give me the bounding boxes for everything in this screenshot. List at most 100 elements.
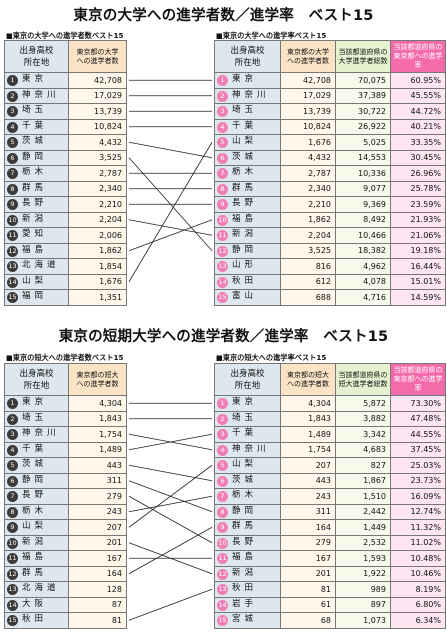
count-cell: 279 bbox=[68, 488, 127, 505]
rate-cell: 45.55% bbox=[390, 87, 446, 104]
rank-badge: 10 bbox=[217, 537, 228, 549]
table-row: 9 長野 2,210 bbox=[4, 196, 127, 213]
rank-badge: 2 bbox=[217, 413, 228, 425]
count-cell: 1,862 bbox=[68, 242, 127, 259]
rate-cell: 6.80% bbox=[390, 596, 446, 613]
count-cell: 612 bbox=[280, 273, 336, 290]
table-row: 13 北海道 1,854 bbox=[4, 258, 127, 275]
rank-badge: 5 bbox=[217, 460, 228, 471]
pref-cell: 10 新潟 bbox=[4, 534, 69, 551]
count-cell: 42,708 bbox=[68, 72, 127, 89]
pref-name: 山梨 bbox=[232, 459, 258, 469]
pref-name: 栃木 bbox=[232, 490, 258, 500]
rank-badge: 15 bbox=[217, 292, 228, 303]
pref-name: 千葉 bbox=[22, 443, 48, 454]
count-cell: 2,006 bbox=[68, 227, 127, 244]
rank-badge: 14 bbox=[7, 599, 18, 611]
table-row: 2 神奈川 17,029 bbox=[4, 87, 127, 104]
pref-name: 群馬 bbox=[232, 182, 258, 193]
total-cell: 1,593 bbox=[335, 550, 391, 567]
header-pref-text: 出身高校 所在地 bbox=[230, 45, 265, 68]
pref-cell: 2 埼玉 bbox=[4, 410, 69, 427]
pref-cell: 1 東京 bbox=[4, 395, 69, 412]
pref-name: 栃木 bbox=[232, 167, 258, 177]
header-pref-text: 出身高校 所在地 bbox=[19, 368, 54, 391]
table-row: 7 栃木 2,787 10,336 26.96% bbox=[214, 165, 446, 182]
pref-name: 静岡 bbox=[232, 505, 258, 516]
count-cell: 2,787 bbox=[68, 165, 127, 182]
rank-badge: 14 bbox=[217, 599, 228, 611]
count-cell: 167 bbox=[280, 550, 336, 567]
rank-badge: 11 bbox=[7, 553, 18, 564]
rank-badge: 7 bbox=[217, 491, 228, 502]
total-cell: 2,442 bbox=[335, 503, 391, 520]
table-row: 4 千葉 10,824 26,922 40.21% bbox=[214, 118, 446, 135]
pref-cell: 3 埼玉 bbox=[214, 103, 281, 120]
junior-college-count-table: 出身高校 所在地 東京都の短大 への進学者数 1 東京 4,304 2 埼玉 1,843 3… bbox=[4, 363, 127, 629]
rank-connector-line bbox=[128, 495, 213, 544]
total-cell: 5,025 bbox=[335, 134, 391, 151]
rank-badge: 14 bbox=[7, 276, 18, 288]
pref-cell: 4 神奈川 bbox=[214, 441, 281, 458]
total-cell: 4,078 bbox=[335, 273, 391, 290]
count-cell: 2,204 bbox=[68, 211, 127, 228]
table-row: 13 秋田 81 989 8.19% bbox=[214, 581, 446, 598]
total-cell: 3,342 bbox=[335, 426, 391, 443]
rank-badge: 15 bbox=[217, 615, 228, 626]
count-cell: 443 bbox=[68, 457, 127, 474]
pref-cell: 3 千葉 bbox=[214, 426, 281, 443]
pref-cell: 10 長野 bbox=[214, 534, 281, 551]
pref-name: 埼玉 bbox=[22, 412, 48, 423]
rank-badge: 5 bbox=[217, 137, 228, 148]
rate-cell: 15.01% bbox=[390, 273, 446, 290]
pref-cell: 12 群馬 bbox=[4, 565, 69, 582]
rank-connector-line bbox=[128, 526, 213, 575]
rank-badge: 6 bbox=[7, 152, 18, 164]
rate-cell: 33.35% bbox=[390, 134, 446, 151]
table-row: 15 福岡 1,351 bbox=[4, 289, 127, 306]
rank-connector-line bbox=[128, 464, 213, 482]
rank-badge: 12 bbox=[7, 568, 18, 580]
pref-name: 愛知 bbox=[22, 229, 48, 239]
rate-cell: 11.32% bbox=[390, 519, 446, 536]
rank-badge: 10 bbox=[7, 537, 18, 549]
rank-connector-line bbox=[128, 433, 213, 451]
section-title-junior-college: 東京の短期大学への進学者数／進学率 ベスト15 bbox=[58, 329, 389, 345]
rank-badge: 9 bbox=[217, 522, 228, 533]
table-row: 8 静岡 311 2,442 12.74% bbox=[214, 503, 446, 520]
pref-name: 福岡 bbox=[22, 291, 48, 301]
pref-cell: 9 山梨 bbox=[4, 519, 69, 536]
pref-cell: 8 群馬 bbox=[4, 180, 69, 197]
count-cell: 13,739 bbox=[280, 103, 336, 120]
rate-cell: 12.74% bbox=[390, 503, 446, 520]
header-rate: 当該都道府県の 東京都への進学率 bbox=[390, 363, 446, 396]
header-pref: 出身高校 所在地 bbox=[4, 363, 69, 396]
rank-connector-line bbox=[128, 141, 213, 159]
rank-badge: 4 bbox=[7, 121, 18, 133]
rank-badge: 4 bbox=[217, 121, 228, 133]
count-cell: 201 bbox=[68, 534, 127, 551]
pref-cell: 6 静岡 bbox=[4, 472, 69, 489]
table-row: 14 山梨 1,676 bbox=[4, 273, 127, 290]
rate-cell: 25.03% bbox=[390, 457, 446, 474]
pref-cell: 15 秋田 bbox=[4, 612, 69, 629]
pref-cell: 7 長野 bbox=[4, 488, 69, 505]
pref-cell: 13 山形 bbox=[214, 258, 281, 275]
pref-name: 山梨 bbox=[232, 136, 258, 146]
pref-cell: 13 秋田 bbox=[214, 581, 281, 598]
subtitle-university-count: ■東京の大学への進学者数ベスト15 bbox=[6, 31, 124, 40]
header-pref: 出身高校 所在地 bbox=[214, 363, 281, 396]
pref-name: 北海道 bbox=[22, 583, 60, 593]
pref-name: 茨城 bbox=[232, 474, 258, 485]
rank-badge: 3 bbox=[217, 106, 228, 117]
pref-cell: 11 新潟 bbox=[214, 227, 281, 244]
rank-badge: 12 bbox=[7, 245, 18, 257]
total-cell: 989 bbox=[335, 581, 391, 598]
junior-college-rate-table: 出身高校 所在地 東京都の短大 への進学者数 当該都道府県の 短大進学者総数 当… bbox=[214, 363, 446, 629]
pref-name: 福島 bbox=[232, 213, 258, 224]
table-row: 3 埼玉 13,739 bbox=[4, 103, 127, 120]
table-row: 1 東京 42,708 70,075 60.95% bbox=[214, 72, 446, 89]
table-row: 13 北海道 128 bbox=[4, 581, 127, 598]
rate-cell: 21.93% bbox=[390, 211, 446, 228]
rank-connector-line bbox=[128, 542, 213, 575]
